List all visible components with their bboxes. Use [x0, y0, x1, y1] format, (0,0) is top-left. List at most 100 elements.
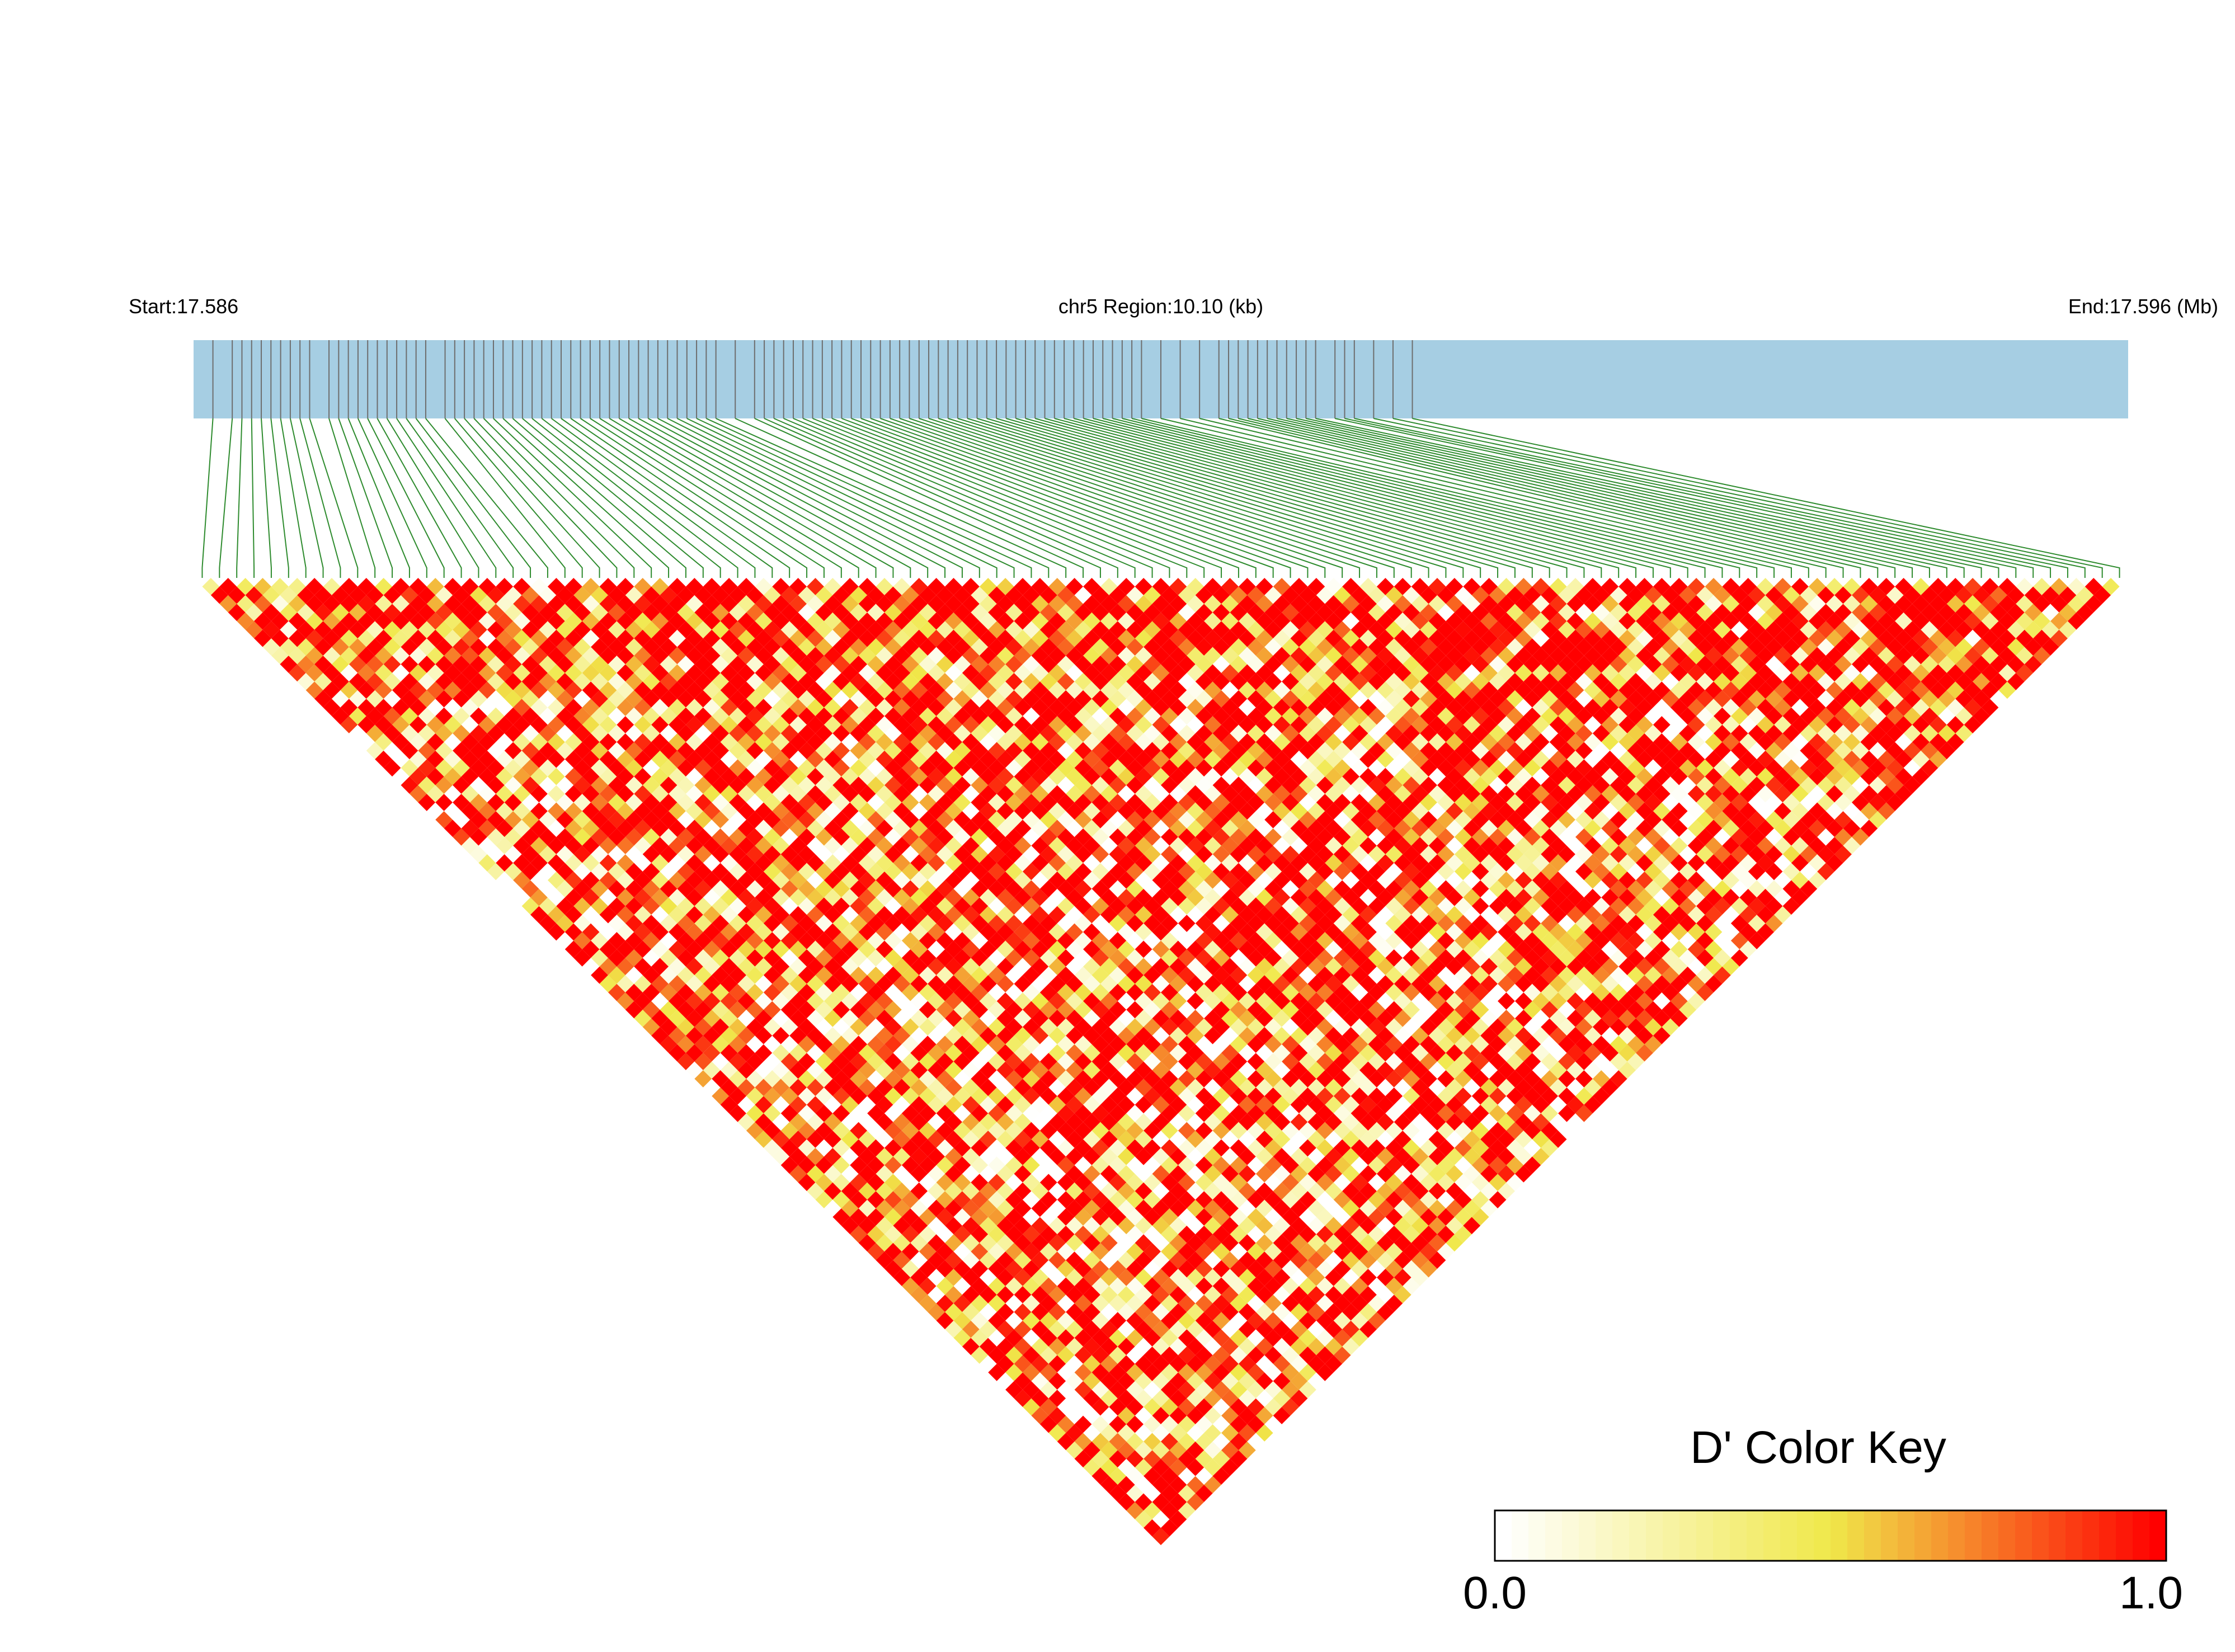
snp-connector — [299, 418, 341, 578]
snp-connector — [425, 418, 548, 578]
snp-connector — [1112, 418, 1723, 578]
snp-connector — [1199, 418, 1827, 578]
snp-connector — [347, 418, 410, 578]
snp-connector — [1044, 418, 1602, 578]
snp-connector — [1344, 418, 2052, 578]
snp-connector — [1103, 418, 1706, 578]
snp-connector — [1248, 418, 1896, 578]
snp-connector — [996, 418, 1516, 578]
snp-connector — [1141, 418, 1775, 578]
snp-connector — [1180, 418, 1809, 578]
snp-connector — [289, 418, 324, 578]
snp-connector — [541, 418, 738, 578]
snp-connector — [1074, 418, 1654, 578]
snp-connector — [570, 418, 791, 578]
snp-connector — [957, 418, 1447, 578]
snp-connector — [1238, 418, 1879, 578]
snp-connector — [802, 418, 1170, 578]
snp-connector — [386, 418, 479, 578]
snp-connector — [531, 418, 721, 578]
snp-connector — [201, 418, 214, 578]
snp-connector — [986, 418, 1499, 578]
snp-connector — [609, 418, 859, 578]
snp-connector — [1034, 418, 1585, 578]
snp-connector — [599, 418, 842, 578]
snp-connector — [793, 418, 1153, 578]
snp-connector — [774, 418, 1118, 578]
snp-connector — [522, 418, 704, 578]
snp-connector — [367, 418, 445, 578]
snp-connector — [657, 418, 946, 578]
snp-connector — [1315, 418, 2017, 578]
snp-connector — [783, 418, 1136, 578]
snp-connector — [677, 418, 980, 578]
snp-connector — [870, 418, 1291, 578]
region-end-label: End:17.596 (Mb) — [2068, 295, 2218, 318]
snp-connector — [406, 418, 514, 578]
snp-connector — [236, 418, 243, 578]
snp-connector — [1228, 418, 1861, 578]
snp-connector — [841, 418, 1239, 578]
snp-connector — [890, 418, 1326, 578]
snp-connector — [919, 418, 1377, 578]
snp-connector — [1257, 418, 1913, 578]
snp-connector — [357, 418, 427, 578]
snp-connector — [454, 418, 583, 578]
ld-heatmap-triangle — [202, 578, 2120, 1545]
snp-connector — [338, 418, 393, 578]
snp-connector — [415, 418, 531, 578]
snp-connector — [764, 418, 1101, 578]
snp-connector — [551, 418, 756, 578]
snp-connector — [270, 418, 289, 578]
snp-connector — [909, 418, 1361, 578]
snp-connector — [686, 418, 997, 578]
snp-connector — [735, 418, 1067, 578]
snp-connector — [977, 418, 1481, 578]
snp-connector — [561, 418, 773, 578]
snp-connector — [851, 418, 1257, 578]
snp-connector — [1025, 418, 1568, 578]
snp-connector — [309, 418, 359, 578]
snp-connector — [580, 418, 808, 578]
snp-connector — [377, 418, 462, 578]
snp-connector — [396, 418, 497, 578]
snp-connector — [1131, 418, 1758, 578]
snp-connector — [1267, 418, 1930, 578]
snp-connector — [822, 418, 1205, 578]
snp-connector — [444, 418, 566, 578]
snp-connector — [716, 418, 1050, 578]
snp-connector — [1277, 418, 1947, 578]
snp-connector — [1054, 418, 1620, 578]
snp-connector — [464, 418, 600, 578]
snp-connector — [667, 418, 963, 578]
snp-connector — [696, 418, 1015, 578]
snp-connector — [705, 418, 1032, 578]
snp-connector — [1412, 418, 2120, 578]
snp-connector — [1064, 418, 1637, 578]
snp-connector — [251, 418, 255, 578]
snp-connector — [328, 418, 376, 578]
snp-connector — [1083, 418, 1671, 578]
snp-connector — [648, 418, 929, 578]
snp-connector — [1373, 418, 2086, 578]
snp-connector — [967, 418, 1464, 578]
snp-connector — [628, 418, 894, 578]
snp-connector — [1122, 418, 1740, 578]
snp-connector — [590, 418, 825, 578]
snp-connector — [512, 418, 686, 578]
snp-connector — [812, 418, 1188, 578]
snp-connector — [880, 418, 1309, 578]
snp-connector-lines — [201, 418, 2120, 578]
snp-connector — [493, 418, 652, 578]
snp-connector — [1335, 418, 2034, 578]
region-center-label: chr5 Region:10.10 (kb) — [1058, 295, 1263, 318]
snp-connector — [754, 418, 1084, 578]
region-start-label: Start:17.586 — [129, 295, 238, 318]
snp-connector — [1015, 418, 1550, 578]
snp-connector — [1218, 418, 1844, 578]
snp-position-lines — [212, 340, 1413, 418]
snp-connector — [619, 418, 877, 578]
snp-connector — [948, 418, 1429, 578]
snp-connector — [831, 418, 1222, 578]
snp-connector — [1006, 418, 1533, 578]
